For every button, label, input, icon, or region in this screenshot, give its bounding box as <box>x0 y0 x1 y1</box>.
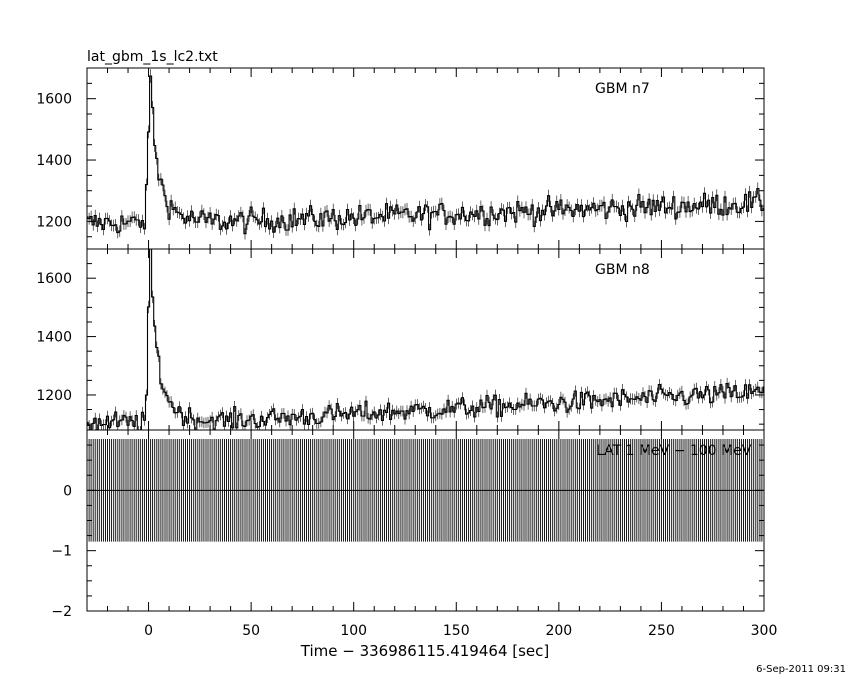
y-tick-label: 1400 <box>36 153 72 169</box>
y-tick-label: −1 <box>51 544 72 560</box>
x-tick-label: 300 <box>751 623 778 639</box>
x-tick-label: 50 <box>242 623 260 639</box>
series-2 <box>87 249 764 430</box>
panel-frame <box>86 67 765 250</box>
y-tick-label: 1400 <box>36 330 72 346</box>
panel-frame <box>86 248 765 431</box>
series-error-bars <box>87 69 764 240</box>
y-tick-label: 1200 <box>36 214 72 230</box>
timestamp: 6-Sep-2011 09:31 <box>756 664 846 675</box>
series-line <box>87 75 764 235</box>
figure-title: lat_gbm_1s_lc2.txt <box>87 49 218 65</box>
panel-1: 1200 1400 1600 GBM n7 <box>36 67 765 250</box>
x-tick-label: 250 <box>648 623 675 639</box>
x-tick-label: 0 <box>144 623 153 639</box>
y-tick-label: 1600 <box>36 271 72 287</box>
panel-label: GBM n8 <box>595 262 650 278</box>
x-tick-label: 200 <box>545 623 572 639</box>
y-tick-label: −2 <box>51 604 72 620</box>
y-tick-label: 1600 <box>36 92 72 108</box>
series-line <box>87 249 764 430</box>
y-tick-label: 1200 <box>36 388 72 404</box>
panel-label: GBM n7 <box>595 81 650 97</box>
x-tick-label: 150 <box>443 623 470 639</box>
lat-error-bars <box>87 439 764 542</box>
x-tick-label: 100 <box>340 623 367 639</box>
panel-2: 1200 1400 1600 GBM n8 <box>36 248 765 431</box>
y-tick-label: 0 <box>63 483 72 499</box>
series-1 <box>87 69 764 240</box>
x-axis-label: Time − 336986115.419464 [sec] <box>300 642 550 660</box>
